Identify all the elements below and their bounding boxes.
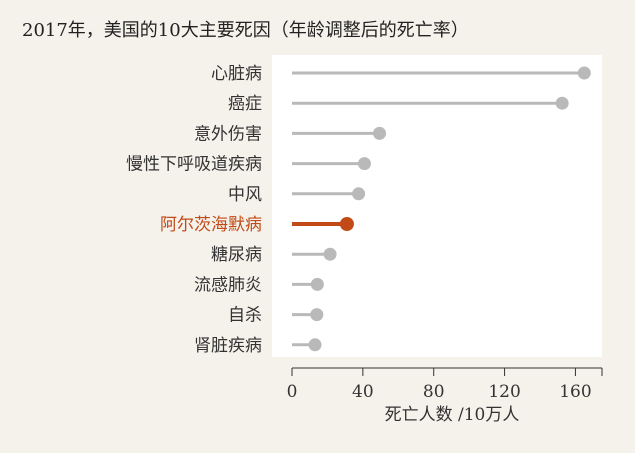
category-label: 流感肺炎 (194, 275, 262, 295)
x-axis-label: 死亡人数 /10万人 (385, 405, 520, 425)
category-label: 中风 (228, 185, 262, 205)
lollipop-dot (308, 338, 322, 352)
lollipop-dot (310, 277, 324, 291)
x-tick-label: 120 (488, 382, 520, 402)
lollipop-dot (310, 308, 324, 322)
chart-title: 2017年，美国的10大主要死因（年龄调整后的死亡率） (22, 20, 469, 41)
lollipop-dot (577, 66, 591, 80)
category-label: 慢性下呼吸道疾病 (126, 154, 262, 175)
category-label: 意外伤害 (194, 124, 262, 144)
category-label: 癌症 (228, 94, 262, 114)
category-label: 心脏病 (211, 64, 262, 84)
lollipop-dot (323, 247, 337, 261)
lollipop-dot (373, 126, 387, 140)
x-tick-label: 160 (559, 382, 591, 402)
category-label: 肾脏疾病 (194, 336, 262, 356)
lollipop-dot (357, 157, 371, 171)
x-tick-label: 80 (423, 382, 445, 402)
lollipop-dot (352, 187, 366, 201)
category-label: 阿尔茨海默病 (160, 215, 262, 235)
x-axis: 0 40 80 120 160 (287, 367, 603, 402)
lollipop-dot (339, 217, 354, 231)
x-tick-label: 40 (352, 382, 374, 402)
category-label: 自杀 (228, 306, 262, 326)
plot-background (272, 55, 602, 357)
lollipop-dot (555, 96, 569, 110)
category-label: 糖尿病 (211, 245, 262, 265)
x-tick-label: 0 (287, 382, 298, 402)
